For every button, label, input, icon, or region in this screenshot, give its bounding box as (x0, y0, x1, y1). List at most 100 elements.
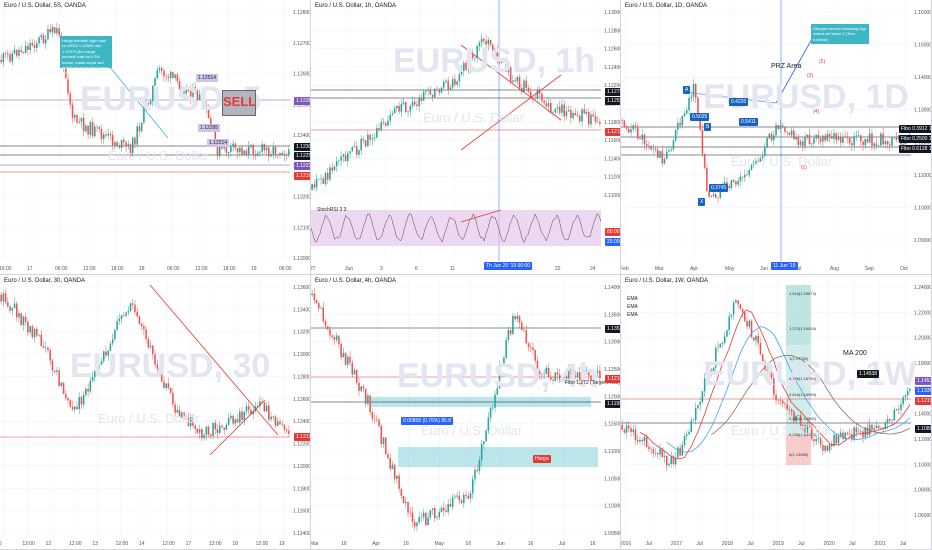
chart-title: Euro / U.S. Dollar, 5S, OANDA (4, 3, 86, 9)
y-tick-label: 1.13000 (604, 340, 621, 346)
candle-body (886, 418, 889, 424)
candle-body (686, 110, 688, 114)
candle-body (599, 370, 601, 379)
candle-body (147, 103, 150, 105)
x-tick-label: Jul (645, 541, 651, 547)
chart-canvas[interactable]: 1.13600 1.13400 1.13200 1.13000 1.12800 1.126… (0, 275, 311, 550)
candle-body (216, 142, 219, 156)
chart-canvas[interactable]: 1.12800 1.12700 1.12600 1.12500 1.12400 1.123… (0, 0, 311, 275)
y-tick-label: 1.13500 (604, 312, 621, 318)
fib-level: 0.618(1.15950) (789, 392, 817, 397)
chart-pane-30[interactable]: 1.13600 1.13400 1.13200 1.13000 1.12800 1.126… (0, 275, 311, 550)
candle-body (311, 293, 313, 295)
candle-body (418, 517, 420, 523)
candle-body (467, 69, 470, 71)
candle-body (824, 445, 826, 451)
candle-body (871, 133, 873, 146)
candle-body (487, 39, 490, 45)
candle-body (628, 128, 630, 133)
chart-pane-1h[interactable]: 1.130001.128001.126001.124001.122001.120… (311, 0, 621, 275)
point-label: 0.5411 (739, 118, 758, 126)
candle-body (131, 137, 134, 156)
candle-body (458, 495, 461, 501)
candle-body (770, 372, 773, 379)
candle-body (853, 427, 855, 440)
candle-body (192, 417, 194, 426)
candle-body (167, 383, 170, 388)
candle-body (474, 57, 476, 59)
chart-canvas[interactable]: 1.130001.128001.126001.124001.122001.120… (311, 0, 621, 275)
candle-body (784, 126, 786, 132)
y-tick-label: 1.09500 (604, 531, 621, 537)
candle-body (478, 460, 481, 472)
candle-body (20, 49, 22, 52)
candle-body (507, 66, 510, 72)
candle-body (748, 320, 751, 327)
axis-price-tag: 1.12300 (294, 143, 310, 151)
candle-body (652, 148, 655, 150)
candle-body (351, 147, 354, 152)
candle-body (201, 92, 203, 95)
candle-body (895, 137, 898, 140)
candle-body (808, 134, 811, 145)
candle-body (313, 184, 316, 188)
chart-canvas[interactable]: 1.240001.220001.200001.180001.160001.140… (621, 275, 932, 550)
chart-pane-1d[interactable]: 1.16000 1.15000 1.14000 1.13000 1.12000 1.110… (621, 0, 932, 275)
x-tick-label: 19 (251, 266, 257, 272)
candle-body (906, 390, 909, 396)
candle-body (18, 49, 20, 56)
candle-body (373, 137, 376, 139)
candle-body (463, 494, 465, 503)
candle-body (846, 432, 849, 434)
chart-canvas[interactable]: 1.14000 1.13500 1.13000 1.12500 1.12000 1.115… (311, 275, 621, 550)
candle-body (263, 144, 266, 151)
candle-body (120, 139, 123, 148)
chart-canvas[interactable]: 1.16000 1.15000 1.14000 1.13000 1.12000 1.110… (621, 0, 932, 275)
candle-body (505, 62, 507, 72)
candle-body (136, 311, 138, 317)
candle-body (543, 373, 545, 375)
candle-body (376, 128, 378, 138)
y-tick-label: 1.12200 (293, 195, 311, 201)
candle-body (797, 415, 800, 416)
candle-body (781, 400, 784, 404)
candle-body (674, 457, 677, 465)
trend-line (149, 284, 279, 436)
x-tick-label: 14 (139, 541, 145, 547)
candle-body (621, 425, 623, 430)
x-tick-label: 16 (466, 541, 472, 547)
candle-body (757, 160, 759, 162)
candle-body (340, 156, 342, 161)
chart-pane-4h[interactable]: 1.14000 1.13500 1.13000 1.12500 1.12000 1.115… (311, 275, 621, 550)
candle-body (583, 109, 586, 114)
candle-body (661, 151, 664, 164)
zone-label: Harga (533, 455, 551, 463)
candle-body (436, 517, 438, 519)
candle-body (29, 326, 31, 333)
crosshair-date-tag: Th Jun 20 '19 00:00 (484, 262, 533, 270)
candle-body (11, 307, 14, 311)
candle-body (172, 71, 174, 79)
candle-body (784, 403, 786, 405)
candle-body (163, 70, 165, 77)
chart-pane-1w[interactable]: 1.240001.220001.200001.180001.160001.140… (621, 275, 932, 550)
candle-body (516, 77, 519, 82)
candle-body (400, 104, 403, 112)
zone-rect (786, 345, 811, 435)
candle-body (875, 425, 878, 429)
candle-body (726, 330, 728, 337)
candle-body (207, 108, 210, 119)
wave-label: (5) (819, 59, 826, 65)
axis-price-tag: 1.11996 (605, 400, 620, 408)
y-tick-label: 1.14000 (914, 75, 932, 81)
candle-body (670, 149, 672, 151)
candle-body (358, 382, 360, 392)
candle-body (844, 136, 846, 138)
candle-body (721, 342, 724, 344)
candle-body (123, 139, 125, 143)
candle-body (630, 428, 632, 433)
y-tick-label: 1.11600 (293, 509, 311, 515)
trend-line (460, 44, 562, 121)
chart-pane-5s[interactable]: 1.12800 1.12700 1.12600 1.12500 1.12400 1.123… (0, 0, 311, 275)
candle-body (42, 346, 45, 348)
